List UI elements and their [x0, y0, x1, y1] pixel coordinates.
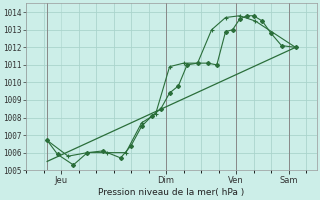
X-axis label: Pression niveau de la mer( hPa ): Pression niveau de la mer( hPa ) — [98, 188, 244, 197]
